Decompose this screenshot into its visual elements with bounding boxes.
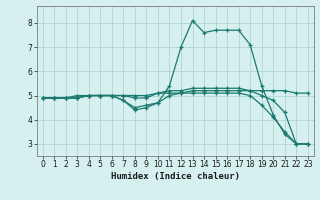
X-axis label: Humidex (Indice chaleur): Humidex (Indice chaleur) [111,172,240,181]
